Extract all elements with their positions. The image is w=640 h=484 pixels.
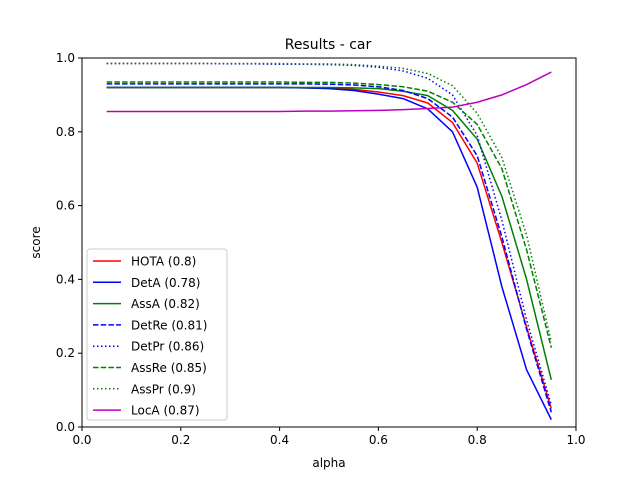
series-lines bbox=[106, 62, 553, 420]
y-axis-label: score bbox=[29, 226, 43, 258]
series-line-7 bbox=[106, 71, 552, 113]
legend-box bbox=[86, 248, 228, 421]
legend-label-7: LocA (0.87) bbox=[131, 404, 200, 418]
legend-label-3: DetRe (0.81) bbox=[131, 318, 207, 332]
x-tick-label: 0.6 bbox=[369, 433, 388, 447]
chart-title: Results - car bbox=[285, 37, 372, 53]
x-axis-label: alpha bbox=[312, 456, 345, 470]
y-tick-label: 0.8 bbox=[56, 125, 75, 139]
legend-label-1: DetA (0.78) bbox=[131, 276, 200, 290]
y-tick-label: 1.0 bbox=[56, 51, 75, 65]
plot-frame bbox=[81, 57, 577, 428]
x-tick-label: 0.4 bbox=[270, 433, 289, 447]
legend-label-6: AssPr (0.9) bbox=[131, 382, 196, 396]
y-tick-label: 0.0 bbox=[56, 420, 75, 434]
series-line-3 bbox=[106, 83, 553, 413]
series-line-5 bbox=[106, 81, 553, 348]
x-axis-ticks: 0.0 0.2 0.4 0.6 0.8 1.0 bbox=[72, 427, 586, 447]
legend-label-2: AssA (0.82) bbox=[131, 297, 200, 311]
legend: HOTA (0.8) DetA (0.78) AssA (0.82) DetRe (0… bbox=[86, 248, 228, 421]
x-tick-label: 1.0 bbox=[566, 433, 585, 447]
x-tick-label: 0.0 bbox=[72, 433, 91, 447]
legend-label-4: DetPr (0.86) bbox=[131, 340, 204, 354]
series-line-2 bbox=[106, 86, 553, 380]
x-tick-label: 0.8 bbox=[468, 433, 487, 447]
y-tick-label: 0.2 bbox=[56, 346, 75, 360]
legend-label-0: HOTA (0.8) bbox=[131, 255, 196, 269]
legend-label-5: AssRe (0.85) bbox=[131, 361, 207, 375]
y-axis-ticks: 0.0 0.2 0.4 0.6 0.8 1.0 bbox=[56, 51, 82, 434]
y-tick-label: 0.4 bbox=[56, 272, 75, 286]
y-tick-label: 0.6 bbox=[56, 199, 75, 213]
x-tick-label: 0.2 bbox=[171, 433, 190, 447]
